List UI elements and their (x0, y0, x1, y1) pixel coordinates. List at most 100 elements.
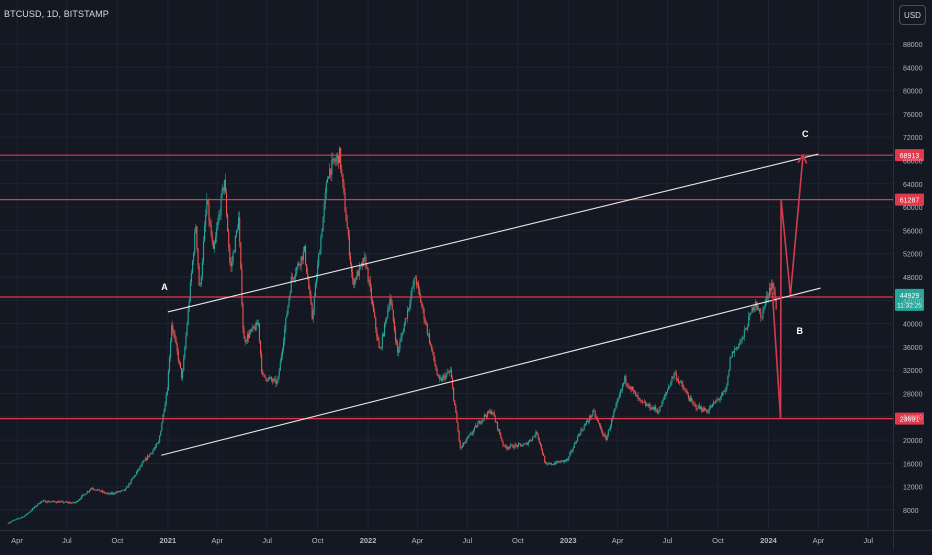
candle-body (388, 307, 390, 310)
candle-body (623, 382, 625, 385)
candle-body (367, 267, 369, 282)
candle-body (182, 370, 184, 378)
candle-body (95, 489, 97, 491)
candle-body (183, 357, 185, 371)
candle-body (348, 235, 350, 256)
candle-body (390, 298, 392, 304)
candle-body (529, 440, 531, 441)
candle-body (752, 307, 754, 311)
candle-body (35, 506, 37, 508)
candle-body (306, 263, 308, 273)
candle-body (16, 518, 18, 520)
candle-body (428, 333, 431, 344)
candle-body (117, 491, 119, 493)
candle-body (291, 276, 293, 279)
y-tick-label: 24000 (903, 415, 923, 422)
candle-body (319, 252, 321, 255)
candle-body (528, 440, 530, 443)
y-tick-label: 8000 (903, 508, 919, 515)
candle-body (227, 214, 229, 232)
candle-body (185, 335, 187, 348)
horizontal-levels[interactable]: 689136128744563236914492911:32:25 (0, 149, 924, 425)
projection-path[interactable] (771, 153, 808, 419)
candle-body (607, 429, 609, 436)
candle-body (443, 375, 445, 377)
candle-body (61, 501, 63, 503)
candle-body (533, 436, 535, 438)
candle-body (588, 421, 590, 422)
candle-body (412, 286, 414, 288)
candle-body (254, 327, 256, 331)
candle-body (324, 192, 326, 204)
currency-button[interactable]: USD (899, 5, 926, 25)
candle-body (224, 180, 226, 193)
candle-body (269, 377, 271, 379)
candle-body (581, 429, 583, 431)
candle-body (85, 493, 87, 495)
candle-body (527, 442, 529, 445)
candle-body (170, 341, 172, 358)
candle-body (191, 260, 194, 273)
candle-body (156, 443, 158, 445)
candle-body (328, 176, 330, 179)
candle-body (708, 408, 710, 412)
candle-body (152, 450, 154, 454)
candle-body (664, 394, 666, 397)
y-tick-label: 72000 (903, 135, 923, 142)
candle-body (411, 287, 413, 296)
candle-body (604, 434, 606, 438)
candle-body (68, 502, 70, 503)
candle-body (592, 410, 594, 416)
candle-body (441, 378, 443, 381)
candle-body (609, 425, 612, 430)
candle-body (332, 158, 334, 160)
candle-body (563, 459, 565, 462)
candle-body (295, 273, 297, 278)
candle-body (290, 276, 292, 293)
candle-body (236, 229, 239, 231)
candle-body (462, 442, 465, 446)
x-tick-label: Apr (412, 536, 424, 545)
candle-body (744, 328, 746, 330)
candle-body (164, 403, 166, 412)
candle-body (222, 188, 224, 191)
candle-body (721, 392, 723, 396)
candle-body (308, 279, 310, 289)
candle-body (42, 500, 44, 502)
candle-body (302, 251, 304, 260)
candle-body (702, 410, 704, 412)
candle-body (560, 460, 562, 463)
candle-body (446, 372, 448, 375)
candle-body (210, 224, 212, 236)
candle-body (489, 410, 491, 413)
candle-body (693, 403, 695, 405)
candle-body (530, 439, 533, 441)
candle-body (742, 336, 744, 338)
candle-body (196, 226, 198, 249)
candle-body (321, 231, 323, 238)
candle-body (745, 328, 748, 330)
projection-arrowhead (797, 153, 808, 164)
candle-body (326, 178, 329, 183)
candle-body (315, 279, 318, 285)
candle-body (615, 404, 617, 409)
candle-body (151, 452, 153, 454)
x-tick-label: Jul (262, 536, 272, 545)
candle-body (456, 412, 458, 423)
candle-body (340, 147, 342, 170)
candle-body (709, 406, 711, 409)
candle-body (333, 158, 335, 162)
candle-body (178, 360, 180, 363)
trendlines[interactable] (161, 153, 821, 456)
candle-body (582, 429, 584, 431)
candle-body (457, 422, 459, 432)
candle-body (89, 489, 92, 491)
candle-body (251, 329, 253, 331)
candle-body (296, 267, 298, 274)
y-tick-label: 52000 (903, 252, 923, 259)
candle-body (665, 392, 668, 395)
candle-body (64, 501, 66, 503)
candle-body (733, 349, 736, 353)
candle-body (238, 217, 240, 230)
